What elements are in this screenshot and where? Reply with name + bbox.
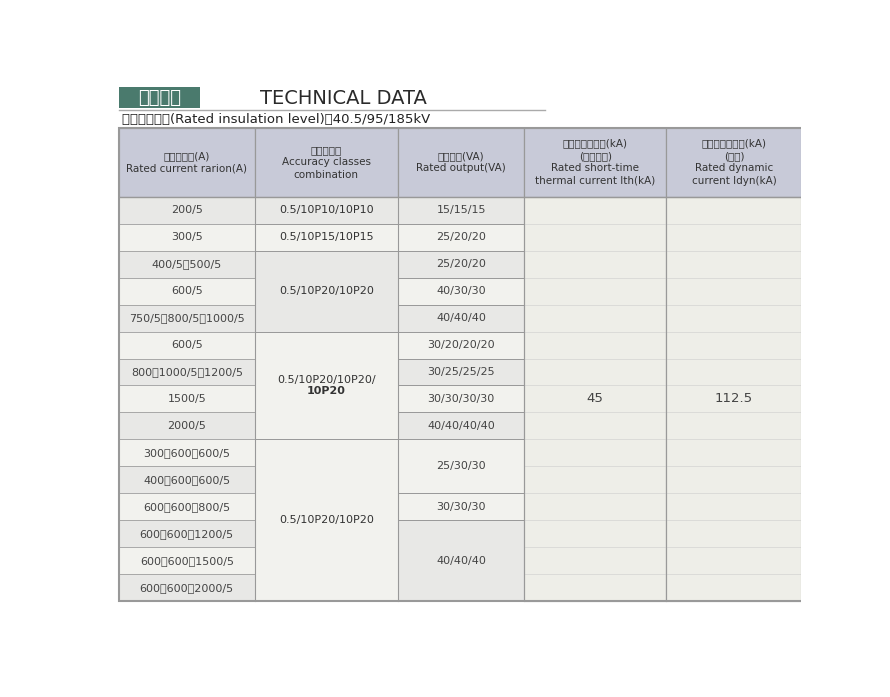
- Bar: [119, 520, 255, 547]
- Bar: [524, 197, 666, 601]
- Bar: [119, 547, 255, 574]
- Bar: [119, 224, 255, 251]
- Bar: [255, 224, 398, 251]
- Text: 40/40/40: 40/40/40: [436, 313, 486, 323]
- Text: 40/30/30: 40/30/30: [436, 286, 486, 296]
- Bar: [666, 128, 802, 197]
- Text: 600，600，2000/5: 600，600，2000/5: [140, 583, 234, 592]
- Bar: [119, 128, 255, 197]
- Text: 10P20: 10P20: [307, 386, 345, 396]
- Text: 1500/5: 1500/5: [167, 394, 206, 404]
- Text: 600，600，1500/5: 600，600，1500/5: [140, 556, 234, 566]
- Text: 2000/5: 2000/5: [167, 421, 206, 431]
- Bar: [119, 574, 255, 601]
- Bar: [398, 358, 524, 385]
- Bar: [119, 413, 255, 439]
- Text: 300，600，600/5: 300，600，600/5: [143, 448, 231, 458]
- Text: 200/5: 200/5: [171, 206, 203, 215]
- Bar: [398, 493, 524, 520]
- Text: 30/30/30/30: 30/30/30/30: [427, 394, 495, 404]
- Bar: [255, 439, 398, 601]
- Text: 400/5；500/5: 400/5；500/5: [151, 259, 222, 269]
- Text: 600，600，1200/5: 600，600，1200/5: [140, 529, 234, 539]
- Bar: [119, 358, 255, 385]
- Bar: [119, 493, 255, 520]
- Bar: [398, 332, 524, 358]
- Text: 800；1000/5；1200/5: 800；1000/5；1200/5: [131, 367, 243, 377]
- Text: 400，600，600/5: 400，600，600/5: [143, 475, 231, 485]
- Text: 0.5/10P10/10P10: 0.5/10P10/10P10: [279, 206, 374, 215]
- Text: 112.5: 112.5: [715, 392, 753, 406]
- Text: 额定绝缘水平(Rated insulation level)：40.5/95/185kV: 额定绝缘水平(Rated insulation level)：40.5/95/1…: [122, 114, 431, 126]
- Text: 额定动稳定电流(kA)
(峰值)
Rated dynamic
current Idyn(kA): 额定动稳定电流(kA) (峰值) Rated dynamic current I…: [692, 139, 776, 186]
- Bar: [398, 277, 524, 305]
- Bar: [255, 332, 398, 439]
- Text: 额定电流比(A)
Rated current rarion(A): 额定电流比(A) Rated current rarion(A): [126, 151, 247, 174]
- Bar: [119, 88, 200, 108]
- Text: TECHNICAL DATA: TECHNICAL DATA: [260, 89, 427, 108]
- Text: 技术参数: 技术参数: [138, 89, 181, 107]
- Text: 额定短时热电流(kA)
(方均根值)
Rated short-time
thermal current Ith(kA): 额定短时热电流(kA) (方均根值) Rated short-time ther…: [535, 139, 655, 186]
- Text: 300/5: 300/5: [171, 232, 203, 243]
- Bar: [119, 439, 255, 466]
- Text: 准确级组合
Accuracy classes
combination: 准确级组合 Accuracy classes combination: [282, 145, 371, 180]
- Text: 0.5/10P20/10P20: 0.5/10P20/10P20: [279, 286, 374, 296]
- Text: 600/5: 600/5: [171, 340, 203, 350]
- Text: 40/40/40: 40/40/40: [436, 556, 486, 566]
- Text: 30/30/30: 30/30/30: [436, 502, 486, 512]
- Text: 30/20/20/20: 30/20/20/20: [427, 340, 495, 350]
- Bar: [398, 251, 524, 277]
- Text: 15/15/15: 15/15/15: [436, 206, 486, 215]
- Bar: [666, 197, 802, 601]
- Text: 0.5/10P20/10P20: 0.5/10P20/10P20: [279, 515, 374, 526]
- Bar: [398, 439, 524, 493]
- Bar: [398, 385, 524, 413]
- Text: 600/5: 600/5: [171, 286, 203, 296]
- Text: 45: 45: [587, 392, 603, 406]
- Bar: [119, 197, 255, 224]
- Bar: [524, 128, 666, 197]
- Text: 30/25/25/25: 30/25/25/25: [427, 367, 495, 377]
- Text: 25/20/20: 25/20/20: [436, 259, 486, 269]
- Text: 750/5；800/5；1000/5: 750/5；800/5；1000/5: [129, 313, 245, 323]
- Bar: [398, 520, 524, 601]
- Bar: [398, 224, 524, 251]
- Bar: [119, 251, 255, 277]
- Text: 40/40/40/40: 40/40/40/40: [427, 421, 495, 431]
- Bar: [398, 305, 524, 332]
- Bar: [398, 197, 524, 224]
- Bar: [119, 385, 255, 413]
- Text: 额定输出(VA)
Rated output(VA): 额定输出(VA) Rated output(VA): [417, 151, 506, 174]
- Bar: [398, 128, 524, 197]
- Bar: [398, 413, 524, 439]
- Text: 25/20/20: 25/20/20: [436, 232, 486, 243]
- Text: 0.5/10P15/10P15: 0.5/10P15/10P15: [279, 232, 374, 243]
- Bar: [255, 251, 398, 332]
- Text: 600，600，800/5: 600，600，800/5: [143, 502, 231, 512]
- Bar: [119, 332, 255, 358]
- Text: 25/30/30: 25/30/30: [436, 461, 486, 471]
- Bar: [119, 128, 802, 601]
- Bar: [255, 197, 398, 224]
- Text: 0.5/10P20/10P20/: 0.5/10P20/10P20/: [277, 375, 376, 385]
- Bar: [255, 128, 398, 197]
- Bar: [119, 277, 255, 305]
- Bar: [119, 305, 255, 332]
- Bar: [119, 466, 255, 493]
